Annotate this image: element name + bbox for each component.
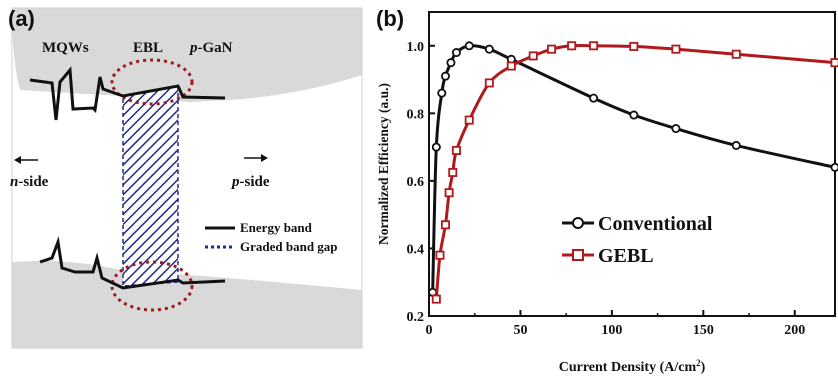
data-point-conventional	[484, 44, 494, 54]
efficiency-chart-svg: (b) 0.2 0.4 0.6 0.8 1.0 0 50 100 150 200 Normaliz…	[376, 6, 838, 375]
pgan-label: p-GaN	[188, 40, 233, 56]
n-side-arrow	[14, 156, 38, 164]
data-point-gebl	[448, 167, 458, 177]
diagram-background-bottom	[12, 261, 362, 348]
n-side-label: n-side	[10, 174, 49, 190]
mqws-label: MQWs	[42, 40, 89, 56]
data-point-gebl	[528, 51, 538, 61]
legend-gebl-swatch	[562, 249, 594, 261]
data-point-conventional	[451, 48, 461, 58]
chart-legend: Conventional GEBL	[562, 213, 713, 267]
legend-graded-gap-label: Graded band gap	[240, 239, 338, 254]
y-tick-label: 0.6	[407, 175, 425, 190]
data-point-gebl	[464, 115, 474, 125]
data-point-gebl	[589, 41, 599, 51]
legend-gebl-label: GEBL	[598, 245, 654, 267]
data-point-gebl	[731, 49, 741, 59]
data-point-gebl	[671, 44, 681, 54]
band-diagram-svg: (a) MQWs EBL p-GaN n-side p-side Energy …	[8, 6, 363, 349]
ebl-hatched-region	[122, 85, 179, 287]
legend-energy-band-label: Energy band	[240, 220, 313, 235]
ebl-top-circle	[110, 58, 194, 106]
data-point-conventional	[440, 71, 450, 81]
legend-conventional-swatch	[562, 217, 594, 229]
y-axis-label: Normalized Efficiency (a.u.)	[376, 83, 391, 245]
ebl-bottom-circle	[110, 260, 194, 312]
data-point-gebl	[435, 250, 445, 260]
axis-ticks: 0.2 0.4 0.6 0.8 1.0 0 50 100 150 200	[407, 40, 806, 338]
p-side-label: p-side	[230, 174, 270, 190]
data-point-gebl	[440, 220, 450, 230]
x-tick-label: 50	[513, 323, 527, 338]
y-tick-label: 1.0	[407, 40, 425, 55]
series-layer	[428, 41, 838, 304]
data-point-conventional	[671, 124, 681, 134]
data-point-conventional	[629, 110, 639, 120]
panel-b-efficiency-chart: (b) 0.2 0.4 0.6 0.8 1.0 0 50 100 150 200 Normaliz…	[372, 0, 838, 378]
data-point-gebl	[451, 145, 461, 155]
data-point-gebl	[506, 61, 516, 71]
data-point-gebl	[444, 188, 454, 198]
data-point-conventional	[437, 88, 447, 98]
panel-a-band-diagram: (a) MQWs EBL p-GaN n-side p-side Energy …	[0, 0, 372, 378]
y-tick-label: 0.4	[407, 242, 425, 257]
data-point-gebl	[629, 41, 639, 51]
panel-b-label: (b)	[376, 6, 404, 31]
diagram-frame	[11, 7, 363, 349]
x-tick-label: 200	[784, 323, 805, 338]
data-point-gebl	[547, 44, 557, 54]
x-tick-label: 0	[426, 323, 433, 338]
ebl-label: EBL	[133, 40, 163, 56]
data-point-conventional	[731, 140, 741, 150]
x-axis-label: Current Density (A/cm2)	[559, 358, 706, 375]
p-side-arrow	[244, 154, 268, 162]
data-point-conventional	[830, 162, 838, 172]
data-point-conventional	[431, 142, 441, 152]
data-point-gebl	[830, 58, 838, 68]
panel-a-label: (a)	[8, 6, 35, 31]
x-tick-label: 150	[693, 323, 714, 338]
data-point-conventional	[446, 58, 456, 68]
data-point-gebl	[484, 78, 494, 88]
data-point-conventional	[589, 93, 599, 103]
data-point-gebl	[567, 41, 577, 51]
data-point-conventional	[464, 41, 474, 51]
conduction-band-line	[29, 66, 226, 121]
valence-band-line	[39, 236, 226, 290]
y-tick-label: 0.2	[407, 310, 425, 325]
y-tick-label: 0.8	[407, 107, 425, 122]
data-point-gebl	[431, 294, 441, 304]
x-tick-label: 100	[601, 323, 622, 338]
legend-conventional-label: Conventional	[598, 213, 713, 235]
